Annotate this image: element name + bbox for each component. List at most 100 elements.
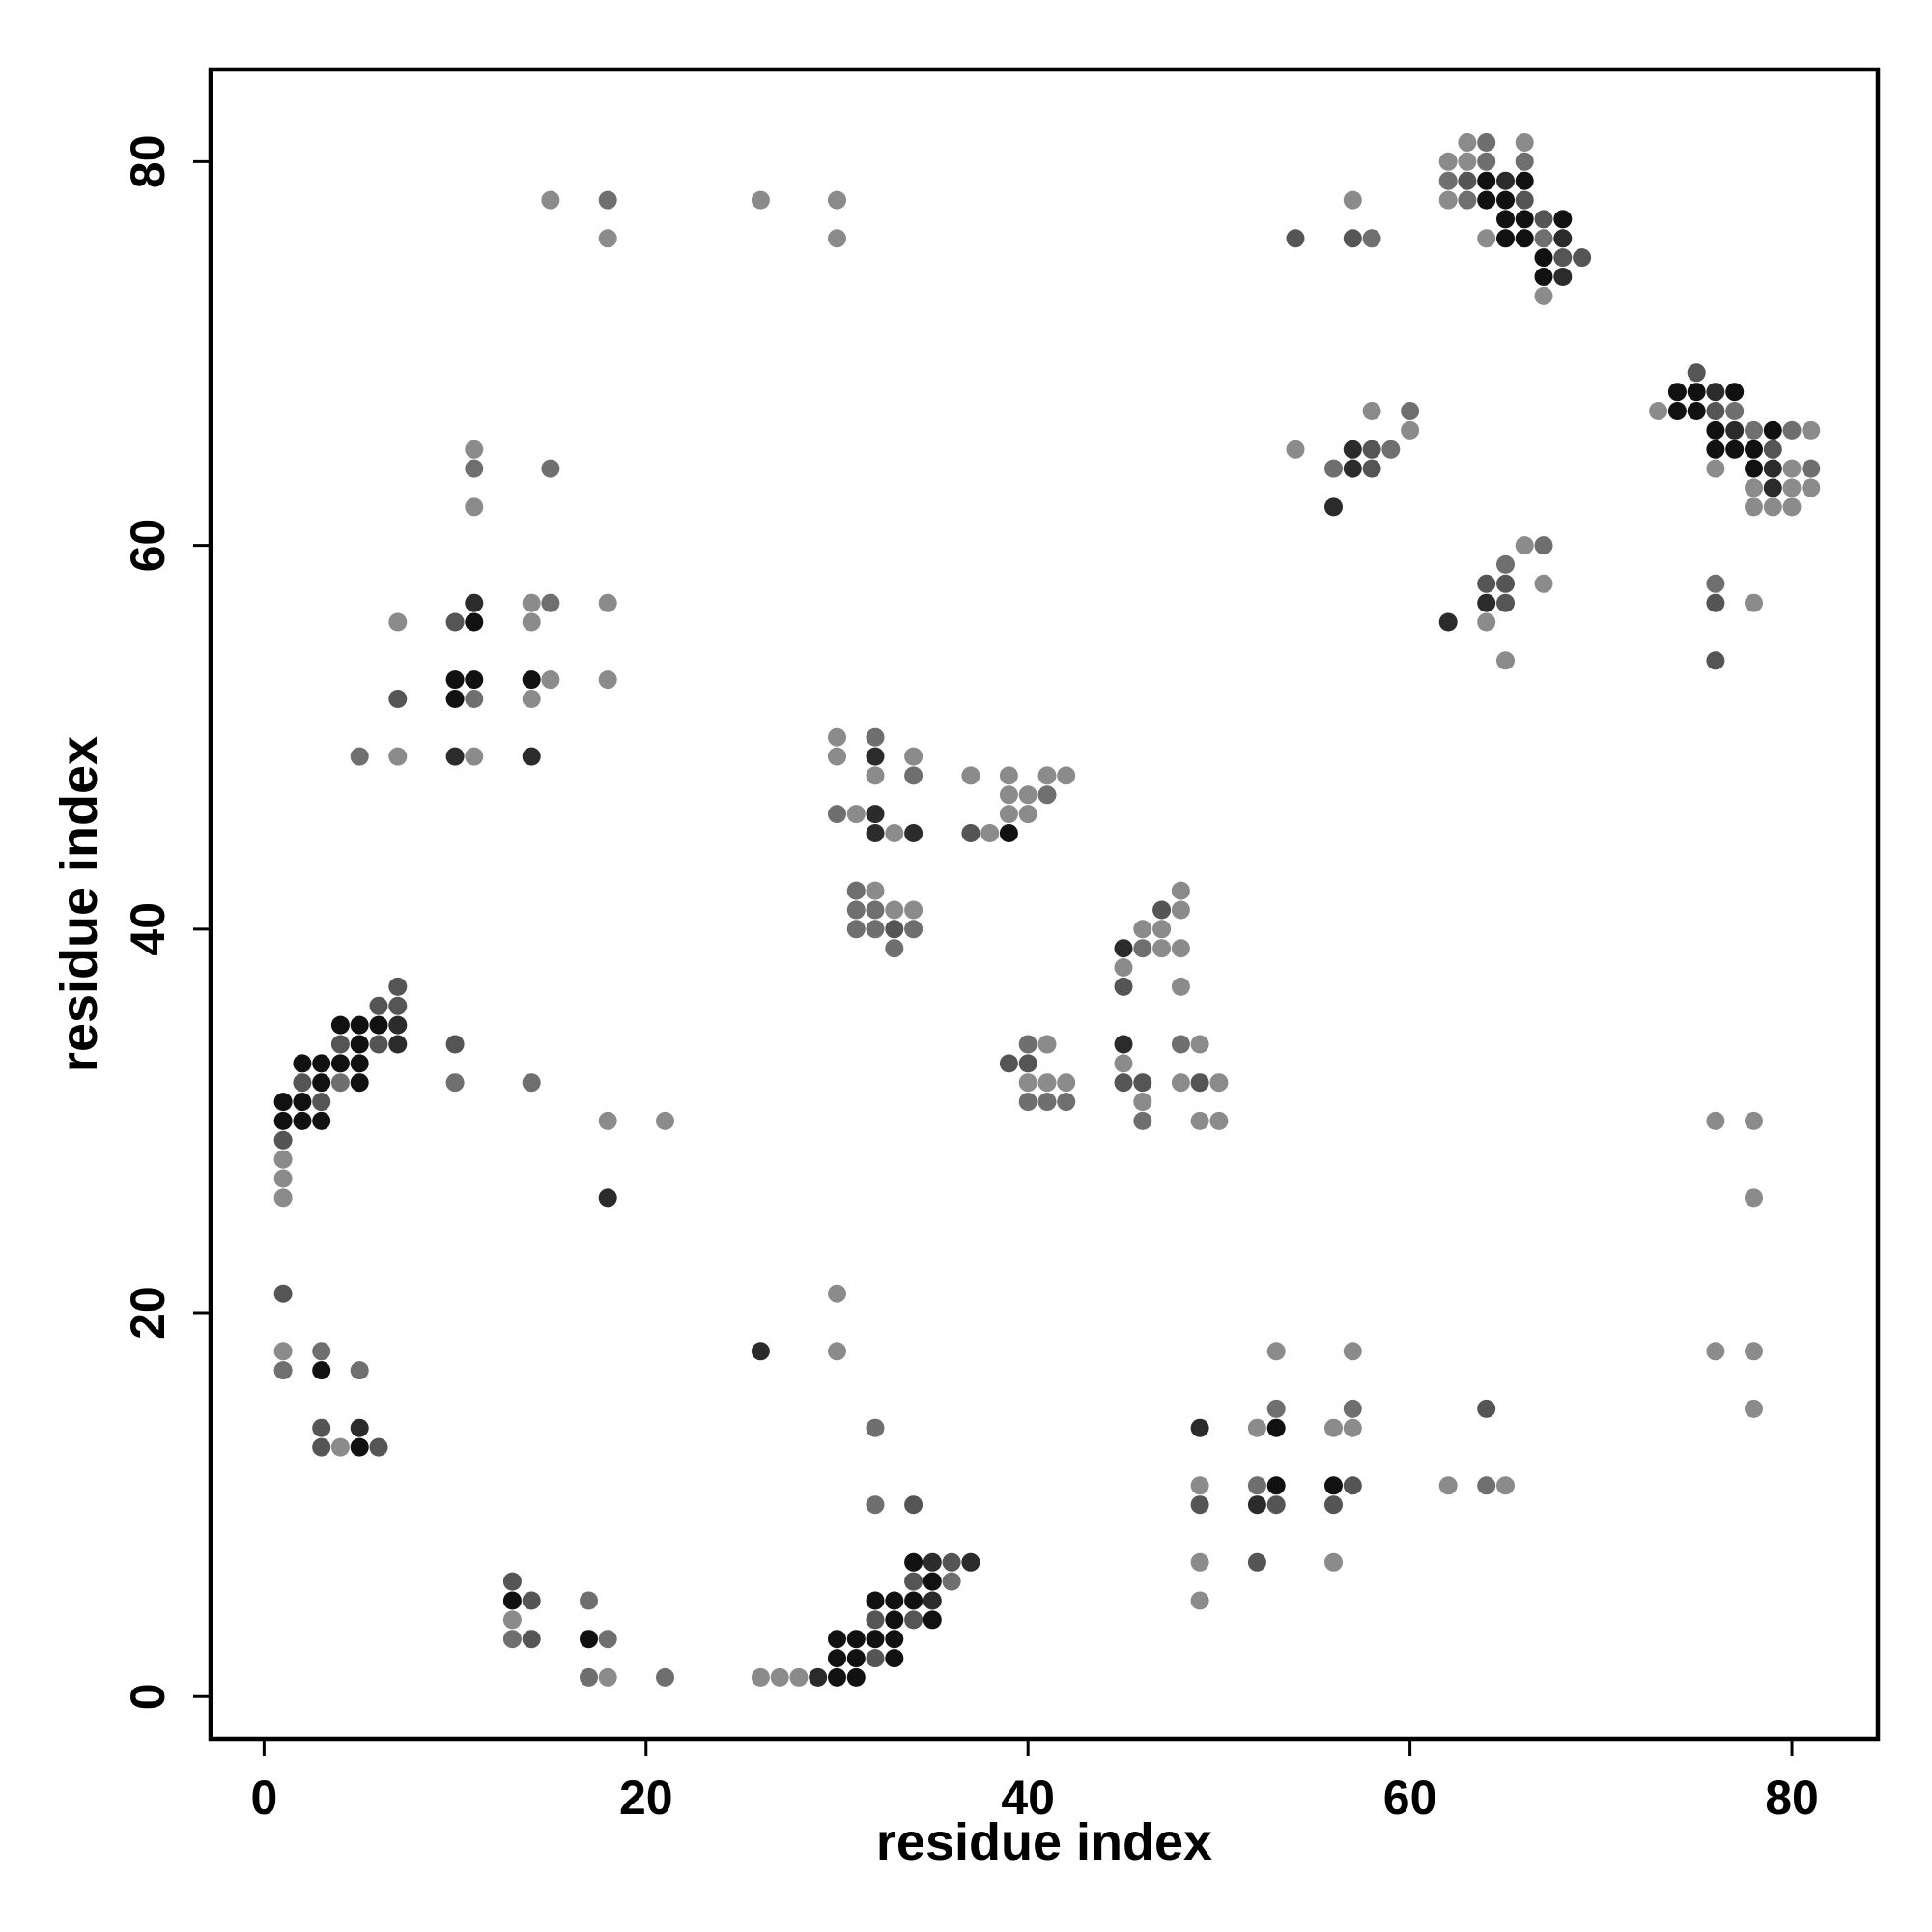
data-point	[1401, 420, 1420, 440]
x-tick-label: 80	[1765, 1771, 1819, 1825]
data-point	[1802, 478, 1821, 497]
data-point	[1247, 1552, 1266, 1572]
data-point	[942, 1552, 961, 1572]
data-point	[846, 881, 866, 900]
data-point	[1343, 1418, 1362, 1437]
data-point	[541, 593, 560, 612]
data-point	[1515, 536, 1534, 555]
data-point	[1362, 402, 1381, 420]
data-point	[1706, 1111, 1725, 1130]
data-point	[1496, 593, 1515, 612]
data-point	[1745, 1188, 1763, 1208]
data-point	[1266, 1399, 1286, 1418]
data-point	[1725, 420, 1745, 440]
data-point	[828, 1342, 846, 1361]
data-point	[445, 747, 465, 766]
data-point	[1706, 420, 1725, 440]
data-point	[273, 1361, 293, 1380]
data-point	[923, 1552, 942, 1572]
data-point	[1763, 440, 1782, 459]
data-point	[1687, 402, 1706, 420]
data-point	[522, 1591, 541, 1610]
data-point	[1133, 1093, 1152, 1112]
data-point	[1018, 785, 1037, 805]
data-point	[1496, 574, 1515, 593]
data-point	[866, 824, 885, 842]
data-point	[1247, 1418, 1266, 1437]
data-point	[273, 1150, 293, 1169]
data-point	[1381, 440, 1401, 459]
data-point	[1286, 229, 1305, 248]
data-point	[846, 1667, 866, 1687]
data-point	[846, 805, 866, 824]
data-point	[388, 612, 408, 632]
data-point	[293, 1111, 312, 1130]
data-point	[1496, 210, 1515, 229]
data-point	[350, 1437, 369, 1457]
data-point	[1725, 402, 1745, 420]
data-point	[1037, 1035, 1057, 1054]
plot-frame	[208, 67, 1881, 1742]
data-point	[885, 1649, 904, 1668]
data-point	[388, 1035, 408, 1054]
data-point	[1477, 190, 1496, 210]
data-point	[1171, 881, 1190, 900]
data-point	[465, 497, 484, 517]
data-point	[828, 1284, 846, 1303]
data-point	[770, 1667, 789, 1687]
data-point	[293, 1073, 312, 1093]
data-point	[350, 1073, 369, 1093]
data-point	[1057, 766, 1076, 785]
data-point	[885, 1591, 904, 1610]
data-point	[828, 1667, 846, 1687]
data-point	[789, 1667, 809, 1687]
data-point	[1458, 190, 1477, 210]
data-point	[1266, 1495, 1286, 1515]
data-point	[369, 1035, 388, 1054]
data-point	[885, 939, 904, 958]
data-point	[1401, 402, 1420, 420]
data-point	[330, 1015, 350, 1035]
data-point	[1458, 133, 1477, 152]
data-point	[1515, 133, 1534, 152]
data-point	[1438, 612, 1458, 632]
data-point	[1534, 229, 1553, 248]
data-point	[904, 1610, 923, 1630]
data-point	[1114, 1035, 1133, 1054]
data-point	[1477, 171, 1496, 190]
data-point	[350, 1361, 369, 1380]
data-point	[1133, 1073, 1152, 1093]
data-point	[1209, 1073, 1229, 1093]
data-point	[1343, 1476, 1362, 1495]
data-point	[885, 1630, 904, 1649]
x-axis-label: residue index	[876, 1813, 1212, 1871]
data-points	[273, 133, 1821, 1687]
data-point	[1745, 1111, 1763, 1130]
data-point	[1496, 229, 1515, 248]
y-axis: 0 20 40 60 80	[121, 134, 211, 1710]
data-point	[445, 670, 465, 690]
data-point	[598, 670, 617, 690]
data-point	[312, 1437, 331, 1457]
data-point	[522, 1630, 541, 1649]
data-point	[1343, 190, 1362, 210]
x-tick-label: 60	[1383, 1771, 1437, 1825]
data-point	[522, 670, 541, 690]
data-point	[1343, 1342, 1362, 1361]
data-point	[502, 1591, 522, 1610]
data-point	[904, 1572, 923, 1591]
data-point	[1190, 1073, 1209, 1093]
data-point	[293, 1093, 312, 1112]
data-point	[1477, 593, 1496, 612]
data-point	[1496, 190, 1515, 210]
data-point	[1114, 1073, 1133, 1093]
data-point	[541, 459, 560, 478]
data-point	[350, 1035, 369, 1054]
data-point	[828, 229, 846, 248]
data-point	[1745, 1342, 1763, 1361]
data-point	[312, 1093, 331, 1112]
data-point	[1515, 210, 1534, 229]
data-point	[273, 1169, 293, 1188]
data-point	[1286, 440, 1305, 459]
data-point	[923, 1591, 942, 1610]
